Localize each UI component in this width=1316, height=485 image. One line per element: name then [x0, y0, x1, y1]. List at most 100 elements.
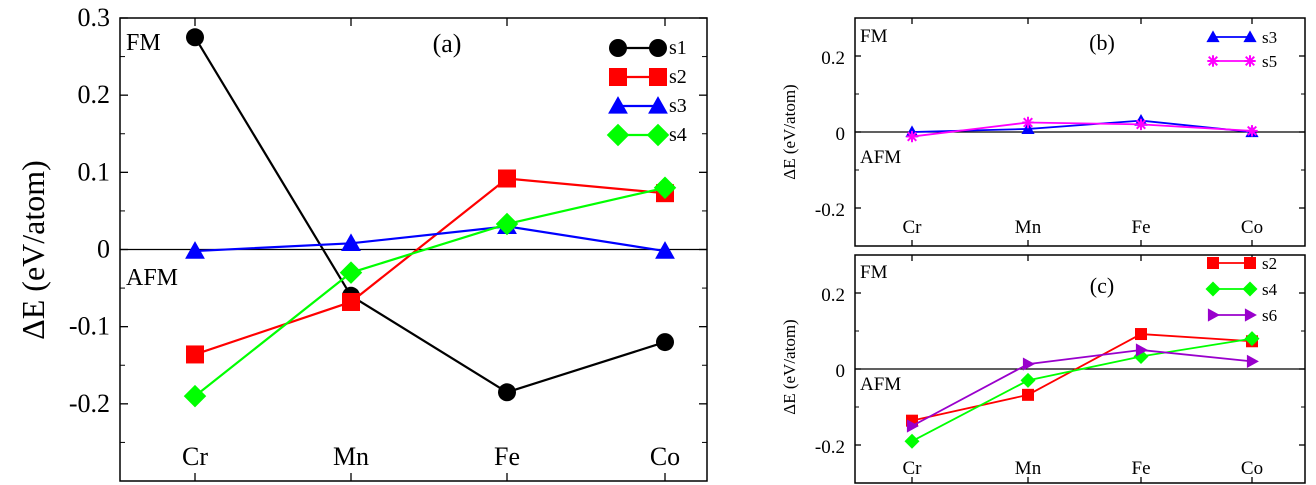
data-point [342, 292, 360, 311]
data-point [906, 419, 919, 433]
data-point [1246, 125, 1258, 137]
series-line [194, 225, 666, 253]
legend-marker [649, 68, 667, 86]
x-category-label: Mn [1015, 458, 1042, 479]
series-s2 [906, 328, 1258, 427]
series-s4 [183, 176, 677, 408]
legend-entry: s4 [1205, 280, 1278, 299]
legend-entry: s2 [1207, 254, 1277, 273]
y-tick-label: -0.2 [815, 200, 845, 221]
legend-label: s6 [1262, 306, 1277, 325]
x-category-label: Co [1241, 458, 1263, 479]
x-category-label: Fe [1132, 458, 1151, 479]
series-line [911, 337, 1253, 442]
data-point [498, 383, 516, 402]
legend-marker [1205, 281, 1221, 297]
region-label-fm: FM [860, 26, 888, 47]
legend-label: s2 [669, 66, 687, 88]
chart-panel-2: -0.2 0 0.2 Cr Mn Fe Co ΔE (eV/atom) (b) FM AFM s3 s5 [780, 17, 1306, 247]
data-point [1244, 331, 1260, 347]
data-point [186, 345, 204, 364]
series-line [911, 119, 1253, 133]
series-line [194, 177, 666, 356]
legend-marker [649, 39, 667, 57]
data-point [183, 384, 207, 408]
legend-marker [609, 68, 627, 86]
series-s2 [186, 169, 674, 364]
y-axis-label: ΔE (eV/atom) [780, 84, 799, 179]
legend-marker [1243, 30, 1257, 43]
legend-marker [608, 96, 628, 114]
y-tick-label: -0.2 [815, 437, 845, 458]
data-point [655, 241, 675, 259]
data-point [653, 176, 677, 200]
x-category-label: Cr [182, 442, 208, 471]
data-point [185, 241, 205, 259]
legend-marker [1244, 257, 1256, 269]
data-point [1020, 372, 1036, 388]
data-point [1022, 388, 1034, 401]
legend-label: s5 [1262, 52, 1277, 71]
legend-marker [606, 123, 630, 147]
panel-label: (a) [433, 29, 462, 58]
x-category-label: Fe [494, 442, 520, 471]
y-tick-label: 0.2 [821, 48, 845, 69]
x-category-label: Co [650, 442, 680, 471]
region-label-afm: AFM [860, 147, 901, 168]
series-s5 [906, 116, 1258, 143]
data-point [495, 212, 519, 236]
legend-entry: s3 [1206, 28, 1277, 47]
legend-marker [609, 39, 627, 57]
data-point [186, 28, 204, 47]
panel-label: (b) [1089, 30, 1115, 55]
legend-entry: s6 [1207, 306, 1277, 325]
region-label-afm: AFM [126, 265, 178, 291]
legend-entry: s4 [606, 123, 687, 147]
legend-entry: s5 [1207, 52, 1277, 71]
data-point [1022, 357, 1035, 371]
x-category-label: Cr [903, 217, 923, 238]
data-point [341, 233, 361, 251]
y-tick-label: 0.3 [78, 3, 111, 32]
x-category-label: Fe [1132, 217, 1151, 238]
data-point [1135, 343, 1148, 357]
legend-entry: s1 [609, 37, 687, 59]
series-s6 [906, 343, 1259, 433]
y-tick-label: -0.2 [69, 389, 110, 418]
y-axis-label: ΔE (eV/atom) [780, 319, 799, 414]
y-tick-label: 0.2 [78, 80, 111, 109]
x-category-label: Mn [1015, 217, 1042, 238]
region-label-afm: AFM [860, 374, 901, 395]
legend-label: s2 [1262, 254, 1277, 273]
y-tick-label: -0.1 [69, 312, 110, 341]
region-label-fm: FM [126, 30, 161, 56]
data-point [1135, 118, 1147, 131]
legend-label: s4 [669, 124, 687, 146]
legend-marker [646, 123, 670, 147]
legend-entry: s2 [609, 66, 687, 88]
data-point [1021, 122, 1035, 135]
legend-marker [1244, 308, 1257, 322]
legend-marker [1207, 308, 1220, 322]
y-tick-label: 0 [97, 235, 110, 264]
data-point [656, 333, 674, 352]
legend-label: s1 [669, 37, 687, 59]
legend-marker [1242, 281, 1258, 297]
legend-label: s4 [1262, 280, 1278, 299]
series-line [194, 36, 666, 394]
series-line [911, 349, 1253, 427]
legend-marker [1207, 55, 1219, 67]
series-s4 [904, 331, 1260, 449]
legend-marker [1206, 30, 1220, 43]
data-point [1135, 328, 1147, 341]
x-category-label: Mn [333, 442, 369, 471]
y-tick-label: 0.2 [821, 285, 845, 306]
y-tick-label: 0 [836, 361, 846, 382]
panel-label: (c) [1090, 273, 1114, 298]
data-point [1246, 354, 1259, 368]
y-tick-label: 0 [836, 124, 846, 145]
series-line [911, 121, 1253, 138]
series-s3 [905, 114, 1259, 138]
data-point [498, 169, 516, 188]
